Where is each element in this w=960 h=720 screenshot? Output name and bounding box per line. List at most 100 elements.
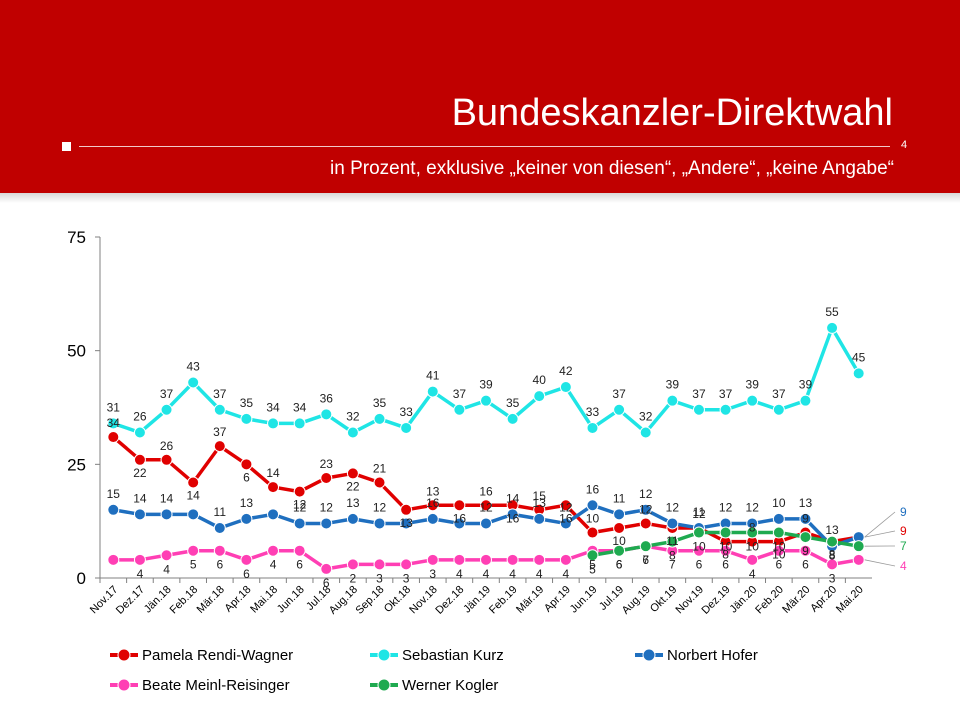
data-label: 6 bbox=[642, 553, 649, 567]
x-tick-label: Feb.19 bbox=[487, 584, 520, 617]
data-point bbox=[453, 499, 466, 512]
data-label: 4 bbox=[456, 567, 463, 581]
data-point bbox=[692, 526, 705, 539]
data-point bbox=[453, 517, 466, 530]
x-tick-label: Apr.20 bbox=[808, 584, 839, 615]
data-point bbox=[533, 553, 546, 566]
data-label: 6 bbox=[323, 576, 330, 590]
data-point bbox=[133, 508, 146, 521]
data-label: 12 bbox=[639, 487, 653, 501]
x-tick-label: Mär.19 bbox=[514, 584, 546, 616]
data-label: 37 bbox=[213, 387, 227, 401]
data-label: 5 bbox=[589, 562, 596, 576]
data-label: 39 bbox=[666, 378, 680, 392]
x-tick-label: Jän.18 bbox=[142, 584, 174, 616]
data-label: 3 bbox=[376, 571, 383, 585]
data-label: 14 bbox=[266, 466, 280, 480]
data-label: 4 bbox=[749, 567, 756, 581]
legend-label: Norbert Hofer bbox=[667, 647, 758, 664]
data-label: 12 bbox=[666, 500, 680, 514]
data-label: 13 bbox=[426, 484, 440, 498]
data-point bbox=[107, 553, 120, 566]
data-point bbox=[799, 544, 812, 557]
x-tick-label: Aug.19 bbox=[620, 584, 653, 617]
data-point bbox=[559, 499, 572, 512]
data-label: 12 bbox=[559, 500, 573, 514]
data-point bbox=[559, 517, 572, 530]
data-point bbox=[160, 453, 173, 466]
legend-label: Pamela Rendi-Wagner bbox=[142, 647, 293, 664]
data-point bbox=[213, 544, 226, 557]
data-label: 12 bbox=[373, 500, 387, 514]
data-point bbox=[586, 421, 599, 434]
data-point bbox=[639, 540, 652, 553]
data-point bbox=[613, 403, 626, 416]
header-banner bbox=[0, 0, 960, 193]
data-point bbox=[400, 421, 413, 434]
data-point bbox=[426, 553, 439, 566]
data-label: 21 bbox=[373, 462, 387, 476]
data-point bbox=[559, 553, 572, 566]
data-point bbox=[639, 503, 652, 516]
data-point bbox=[692, 403, 705, 416]
data-point bbox=[293, 485, 306, 498]
data-point bbox=[267, 544, 280, 557]
data-label: 37 bbox=[772, 387, 786, 401]
data-point bbox=[160, 549, 173, 562]
data-label: 4 bbox=[509, 567, 516, 581]
data-label: 10 bbox=[692, 540, 706, 554]
end-label: 7 bbox=[900, 539, 907, 553]
x-tick-label: Sep.18 bbox=[353, 584, 386, 617]
data-label: 16 bbox=[426, 496, 440, 510]
page-title: Bundeskanzler-Direktwahl bbox=[451, 92, 893, 134]
data-label: 37 bbox=[719, 387, 733, 401]
data-label: 11 bbox=[613, 491, 626, 505]
data-point bbox=[852, 367, 865, 380]
data-label: 4 bbox=[163, 562, 170, 576]
data-label: 9 bbox=[802, 512, 809, 526]
data-label: 8 bbox=[749, 521, 756, 535]
data-point bbox=[586, 526, 599, 539]
data-point bbox=[746, 394, 759, 407]
data-label: 55 bbox=[825, 305, 839, 319]
data-label: 39 bbox=[746, 378, 760, 392]
data-label: 4 bbox=[270, 558, 277, 572]
legend-label: Beate Meinl-Reisinger bbox=[142, 677, 290, 694]
y-tick-label: 0 bbox=[77, 569, 86, 588]
x-tick-label: Mai.18 bbox=[248, 584, 280, 616]
data-point bbox=[133, 453, 146, 466]
data-label: 2 bbox=[350, 571, 357, 585]
x-tick-label: Jun.19 bbox=[568, 584, 600, 616]
data-label: 6 bbox=[775, 558, 782, 572]
data-point bbox=[426, 512, 439, 525]
data-label: 5 bbox=[589, 558, 596, 572]
data-point bbox=[852, 553, 865, 566]
end-label: 9 bbox=[900, 524, 907, 538]
data-label: 37 bbox=[692, 387, 706, 401]
data-point bbox=[373, 412, 386, 425]
data-point bbox=[586, 549, 599, 562]
data-label: 6 bbox=[216, 558, 223, 572]
data-point bbox=[506, 508, 519, 521]
data-label: 6 bbox=[616, 558, 623, 572]
data-point bbox=[772, 526, 785, 539]
data-point bbox=[719, 544, 732, 557]
end-label-leader bbox=[864, 511, 896, 538]
data-point bbox=[506, 553, 519, 566]
data-label: 12 bbox=[479, 500, 493, 514]
data-label: 13 bbox=[399, 516, 413, 530]
data-label: 8 bbox=[669, 549, 676, 563]
data-point bbox=[320, 471, 333, 484]
data-label: 12 bbox=[639, 502, 653, 516]
data-point bbox=[453, 403, 466, 416]
data-label: 8 bbox=[829, 548, 836, 562]
legend-swatch-marker bbox=[117, 678, 131, 692]
data-point bbox=[772, 403, 785, 416]
data-point bbox=[480, 499, 492, 512]
data-point bbox=[107, 417, 120, 430]
data-label: 10 bbox=[719, 540, 733, 554]
data-point bbox=[826, 321, 839, 334]
end-label: 9 bbox=[900, 505, 907, 519]
data-point bbox=[480, 553, 492, 566]
data-point bbox=[240, 553, 253, 566]
